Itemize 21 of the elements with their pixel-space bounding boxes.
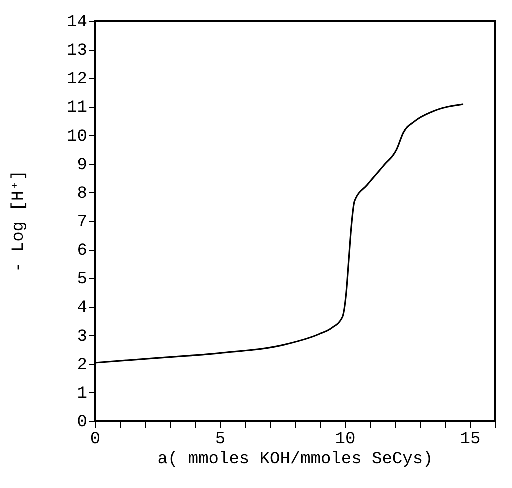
- y-tick-label: 5: [77, 270, 88, 290]
- y-axis-title: - Log [H⁺]: [10, 170, 30, 273]
- y-tick-label: 14: [67, 14, 88, 32]
- y-tick-label: 8: [77, 184, 88, 204]
- y-tick-label: 9: [77, 156, 88, 176]
- y-tick-label: 3: [77, 328, 88, 347]
- y-tick-label: 6: [77, 242, 88, 262]
- y-tick-label: 1: [77, 384, 88, 404]
- y-tick-label: 7: [77, 214, 88, 232]
- x-tick-label: 0: [90, 430, 101, 450]
- y-tick-label: 2: [77, 356, 88, 376]
- x-tick-label: 15: [460, 430, 481, 450]
- y-tick-label: 11: [67, 99, 88, 118]
- x-tick-label: 10: [335, 430, 356, 450]
- y-tick-label: 4: [77, 299, 88, 318]
- x-tick-label: 5: [215, 430, 226, 450]
- y-tick-label: 12: [67, 70, 88, 90]
- y-tick-label: 10: [67, 128, 88, 147]
- y-tick-label: 13: [67, 42, 88, 62]
- x-axis-title: a( mmoles KOH/mmoles SeCys): [158, 450, 434, 470]
- y-tick-label: 0: [77, 414, 88, 432]
